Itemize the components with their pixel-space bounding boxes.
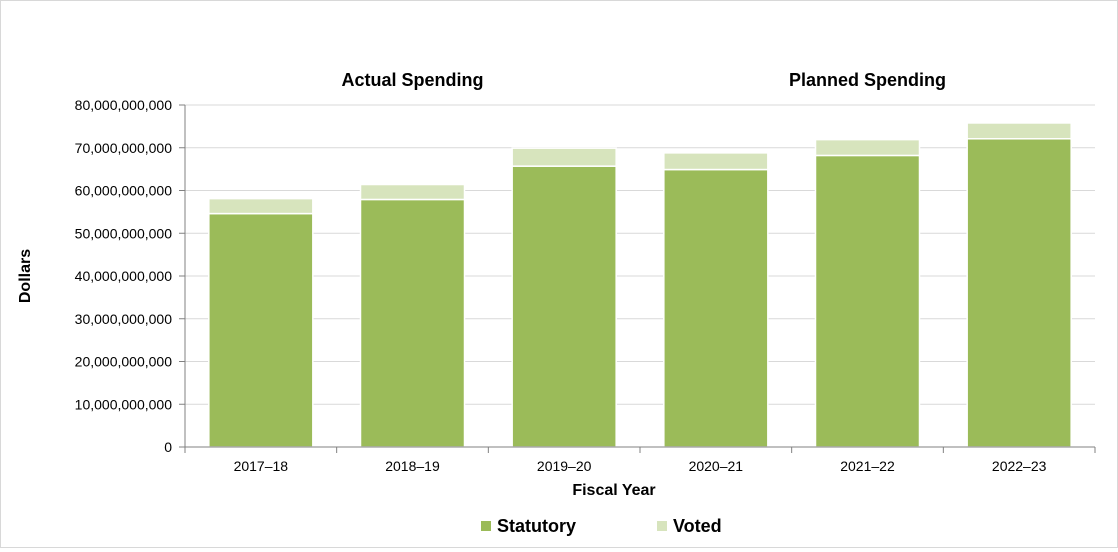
y-tick-label: 30,000,000,000 <box>75 311 173 327</box>
bar-voted-3 <box>663 152 769 171</box>
bar-statutory-3 <box>663 168 769 448</box>
legend-label-statutory: Statutory <box>497 516 576 536</box>
bar-statutory-4 <box>814 154 921 448</box>
y-tick-label: 60,000,000,000 <box>75 183 173 199</box>
bar-statutory-0 <box>208 212 314 448</box>
y-tick-label: 80,000,000,000 <box>75 97 173 113</box>
bar-voted-0 <box>208 197 314 215</box>
x-tick-label: 2019–20 <box>537 458 592 474</box>
x-tick-label: 2020–21 <box>689 458 744 474</box>
x-axis-title: Fiscal Year <box>572 482 655 499</box>
x-axis-ticks: 2017–18 2018–19 2019–20 2020–21 2021–22 2022–… <box>184 447 1096 474</box>
bar-voted-5 <box>966 122 1072 140</box>
group-title-actual: Actual Spending <box>341 70 483 90</box>
legend-label-voted: Voted <box>673 516 722 536</box>
bar-voted-1 <box>359 183 466 201</box>
bar-statutory-2 <box>511 165 617 448</box>
x-tick-label: 2021–22 <box>840 458 895 474</box>
group-title-planned: Planned Spending <box>789 70 946 90</box>
x-tick-label: 2022–23 <box>992 458 1047 474</box>
gridlines <box>185 104 1095 405</box>
y-tick-label: 20,000,000,000 <box>75 354 173 370</box>
bar-statutory-1 <box>359 198 466 448</box>
y-tick-label: 10,000,000,000 <box>75 396 173 412</box>
bars <box>208 122 1072 448</box>
y-axis-title: Dollars <box>17 249 34 303</box>
bar-voted-4 <box>814 138 921 157</box>
y-axis-ticks: 0 10,000,000,000 20,000,000,000 30,000,000,… <box>75 97 185 455</box>
x-tick-label: 2017–18 <box>234 458 289 474</box>
x-tick-label: 2018–19 <box>385 458 440 474</box>
bar-statutory-5 <box>966 138 1072 448</box>
y-tick-label: 0 <box>164 439 172 455</box>
y-tick-label: 70,000,000,000 <box>75 140 173 156</box>
bar-voted-2 <box>511 147 617 167</box>
legend-swatch-voted <box>657 521 667 531</box>
y-tick-label: 50,000,000,000 <box>75 225 173 241</box>
y-tick-label: 40,000,000,000 <box>75 268 173 284</box>
legend: Statutory Voted <box>481 516 722 536</box>
legend-swatch-statutory <box>481 521 491 531</box>
